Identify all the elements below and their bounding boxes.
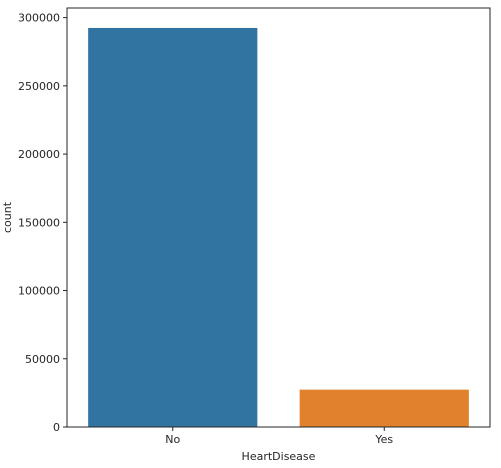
bars-group xyxy=(88,27,469,428)
bar-no xyxy=(88,27,258,428)
y-axis: 0 50000 100000 150000 200000 250000 300000 xyxy=(18,12,67,434)
x-tick-label: No xyxy=(165,433,180,446)
y-tick-label: 0 xyxy=(53,421,60,434)
y-tick-label: 50000 xyxy=(25,353,60,366)
bar-yes xyxy=(299,389,469,427)
y-tick-label: 300000 xyxy=(18,12,60,25)
y-tick-label: 250000 xyxy=(18,80,60,93)
plot-frame xyxy=(66,7,491,428)
y-tick-label: 100000 xyxy=(18,285,60,298)
x-tick-label: Yes xyxy=(374,433,393,446)
y-tick-label: 200000 xyxy=(18,148,60,161)
y-tick-label: 150000 xyxy=(18,216,60,229)
x-axis-label: HeartDisease xyxy=(242,450,316,463)
x-axis: No Yes xyxy=(165,427,393,446)
y-axis-label: count xyxy=(1,201,14,233)
